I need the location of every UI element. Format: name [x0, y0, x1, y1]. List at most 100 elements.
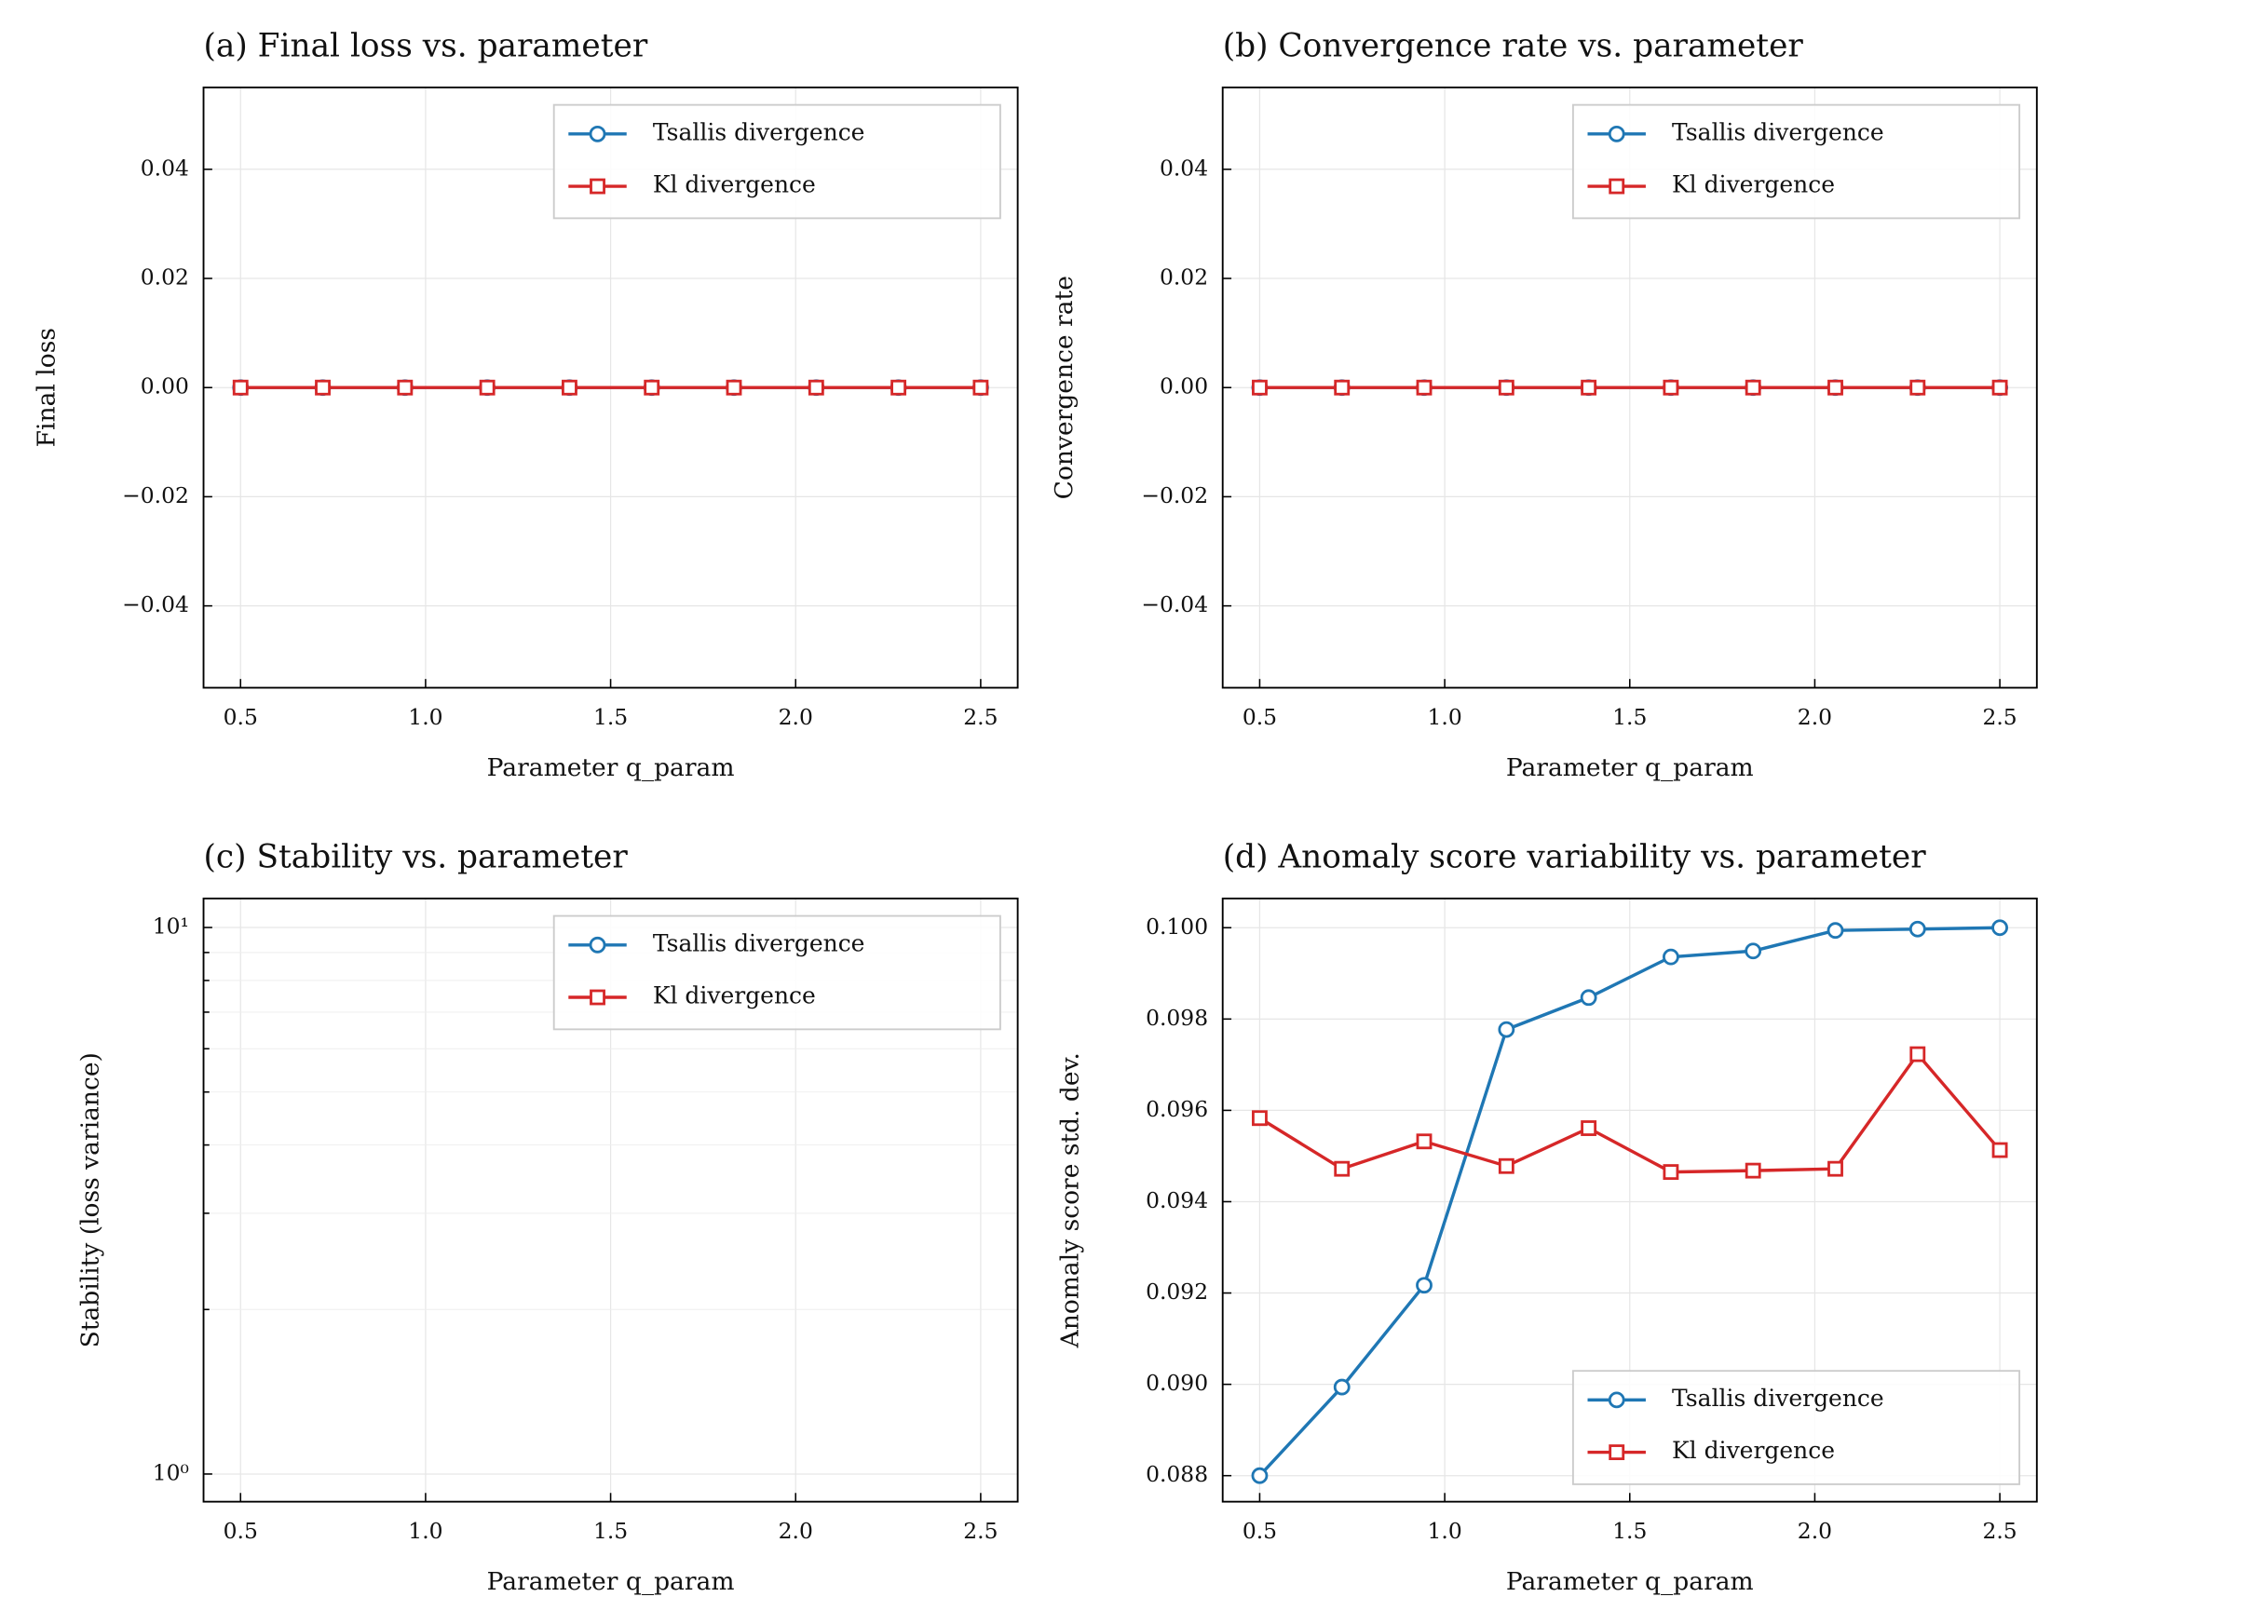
panel: 0.5 1.0 1.5 2.0 2.5 −0.04 −0.02 0.00 0.02 0.04 (a)… — [33, 28, 1019, 782]
marker — [726, 379, 742, 396]
marker — [1252, 379, 1268, 396]
x-tick-label: 1.5 — [1612, 1518, 1647, 1544]
x-tick-label: 1.0 — [408, 704, 442, 730]
legend-box — [1571, 103, 2021, 220]
legend-label: Kl divergence — [653, 171, 816, 198]
legend-box — [1571, 1370, 2021, 1485]
legend-label: Tsallis divergence — [653, 929, 865, 956]
x-tick-label: 2.5 — [963, 1518, 998, 1544]
panel-title: (a) Final loss vs. parameter — [204, 28, 648, 65]
y-tick-label: 0.100 — [1146, 914, 1208, 940]
plot-frame — [202, 86, 1019, 689]
marker — [397, 379, 414, 396]
legend-marker — [1608, 1391, 1625, 1409]
legend-marker — [1609, 1444, 1625, 1461]
marker — [1333, 1378, 1351, 1396]
marker — [1745, 379, 1761, 396]
marker — [1827, 1160, 1843, 1177]
marker — [1991, 379, 2008, 396]
legend: Tsallis divergence Kl divergence — [552, 914, 1001, 1031]
marker — [1908, 920, 1926, 938]
marker — [1827, 922, 1844, 940]
marker — [479, 379, 496, 396]
marker — [1498, 1021, 1515, 1038]
x-axis-label: Parameter q_param — [487, 753, 735, 782]
marker — [1416, 1133, 1433, 1150]
marker — [1334, 1160, 1351, 1177]
legend-label: Kl divergence — [1672, 171, 1835, 198]
y-axis-label: Stability (loss variance) — [75, 1052, 104, 1347]
x-tick-label: 2.5 — [1982, 704, 2017, 730]
marker — [1498, 1157, 1514, 1174]
x-tick-label: 2.0 — [1798, 704, 1832, 730]
marker — [1334, 379, 1351, 396]
x-tick-label: 0.5 — [1243, 704, 1277, 730]
marker — [1663, 379, 1679, 396]
y-tick-label: 0.092 — [1146, 1279, 1208, 1305]
y-axis-label: Convergence rate — [1050, 276, 1079, 499]
panel: 0.5 1.0 1.5 2.0 2.5 −0.04 −0.02 0.00 0.02 0.04 (b)… — [1050, 28, 2038, 782]
plot-frame — [1221, 897, 2038, 1503]
marker — [1745, 942, 1762, 960]
marker — [1251, 1467, 1269, 1484]
x-tick-label: 2.5 — [963, 704, 998, 730]
marker — [1827, 379, 1843, 396]
legend-marker — [589, 936, 606, 954]
marker — [562, 379, 577, 396]
x-axis-label: Parameter q_param — [487, 1567, 735, 1596]
marker — [1663, 1164, 1679, 1181]
panel-title: (d) Anomaly score variability vs. parame… — [1223, 839, 1927, 876]
marker — [644, 379, 660, 396]
marker — [315, 379, 331, 396]
marker — [1663, 948, 1679, 966]
legend-marker — [1608, 125, 1625, 142]
legend-label: Tsallis divergence — [653, 118, 865, 145]
marker — [1581, 379, 1597, 396]
x-tick-label: 2.0 — [779, 1518, 813, 1544]
marker — [1416, 379, 1433, 396]
legend: Tsallis divergence Kl divergence — [1571, 103, 2021, 220]
y-tick-label: 0.096 — [1146, 1096, 1208, 1122]
y-tick-label: 0.04 — [1160, 155, 1208, 181]
plot-frame — [1221, 86, 2038, 689]
x-tick-label: 1.5 — [593, 1518, 628, 1544]
y-axis-label: Anomaly score std. dev. — [1055, 1052, 1084, 1348]
y-tick-label: −0.04 — [122, 591, 189, 617]
x-axis-label: Parameter q_param — [1506, 1567, 1754, 1596]
marker — [232, 379, 249, 396]
y-tick-label: 0.02 — [141, 264, 189, 291]
marker — [1252, 1110, 1268, 1127]
y-tick-label: 0.00 — [1160, 373, 1208, 399]
marker — [1991, 919, 2008, 937]
y-tick-label: 0.090 — [1146, 1370, 1208, 1396]
y-tick-label: 0.00 — [141, 373, 189, 399]
legend-label: Tsallis divergence — [1672, 1385, 1884, 1412]
legend-box — [552, 914, 1001, 1031]
panel-title: (b) Convergence rate vs. parameter — [1223, 28, 1804, 65]
legend-marker — [590, 989, 605, 1006]
legend-marker — [1609, 178, 1625, 195]
x-tick-label: 0.5 — [1243, 1518, 1277, 1544]
marker — [1416, 1277, 1433, 1294]
y-tick-label: 0.02 — [1160, 264, 1208, 291]
series-line — [1258, 926, 2001, 1477]
y-tick-label: 0.094 — [1146, 1187, 1208, 1213]
x-tick-label: 2.5 — [1982, 1518, 2017, 1544]
legend-label: Kl divergence — [1672, 1437, 1835, 1464]
x-tick-label: 1.5 — [1612, 704, 1647, 730]
x-tick-label: 1.0 — [1427, 704, 1461, 730]
legend-box — [552, 103, 1001, 220]
legend-marker — [589, 125, 606, 142]
panel: 0.5 1.0 1.5 2.0 2.5 10⁰ 10¹ (c) Stability vs. p… — [75, 839, 1019, 1596]
y-axis-label: Final loss — [33, 328, 61, 447]
legend-label: Tsallis divergence — [1672, 118, 1884, 145]
legend-label: Kl divergence — [653, 982, 816, 1009]
x-tick-label: 2.0 — [779, 704, 813, 730]
y-tick-label: −0.04 — [1141, 591, 1208, 617]
y-tick-label: 0.088 — [1146, 1461, 1208, 1487]
marker — [1991, 1142, 2008, 1158]
plot-frame — [202, 897, 1019, 1503]
marker — [1498, 379, 1514, 396]
series-line — [1258, 1051, 2002, 1174]
